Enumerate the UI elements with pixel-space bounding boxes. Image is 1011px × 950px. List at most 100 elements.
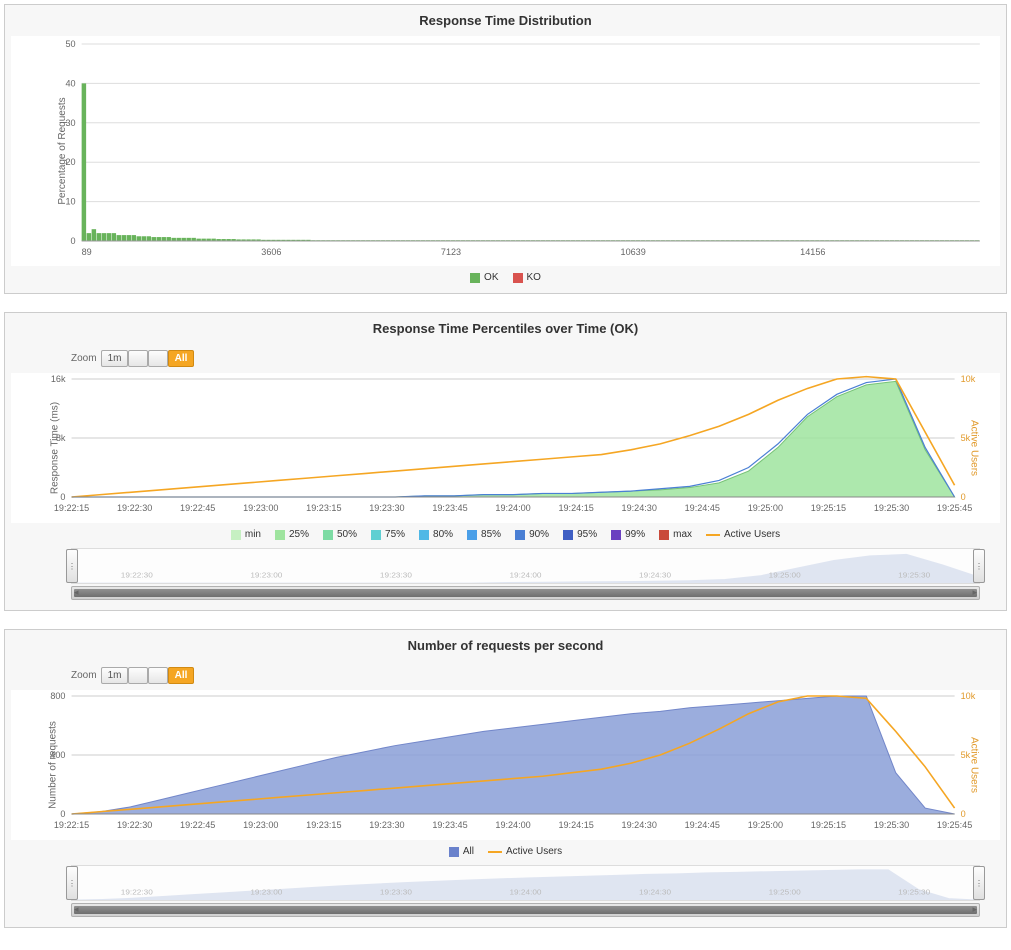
- zoom-button[interactable]: [128, 350, 148, 367]
- svg-text:19:23:30: 19:23:30: [380, 888, 413, 897]
- svg-text:19:25:00: 19:25:00: [769, 888, 802, 897]
- zoom-button[interactable]: All: [168, 350, 195, 367]
- chart3-svg: 040080005k10k19:22:1519:22:3019:22:4519:…: [11, 690, 1000, 840]
- chart2-zoom-buttons: 1m All: [101, 350, 195, 367]
- zoom-button[interactable]: [128, 667, 148, 684]
- chart3-legend: All Active Users: [11, 846, 1000, 857]
- legend-item[interactable]: 25%: [275, 529, 309, 540]
- svg-text:19:25:30: 19:25:30: [874, 820, 909, 830]
- svg-text:0: 0: [961, 492, 966, 502]
- svg-text:19:25:00: 19:25:00: [748, 503, 783, 513]
- scroll-left-icon[interactable]: ◂: [74, 904, 79, 915]
- zoom-button[interactable]: 1m: [101, 350, 129, 367]
- legend-item[interactable]: All: [449, 846, 474, 857]
- svg-text:19:23:00: 19:23:00: [250, 888, 283, 897]
- chart3-y2label: Active Users: [968, 737, 979, 793]
- chart1-ylabel: Percentage of Requests: [57, 97, 68, 204]
- legend-item[interactable]: OK: [470, 272, 498, 283]
- svg-text:0: 0: [961, 809, 966, 819]
- svg-text:0: 0: [60, 809, 65, 819]
- svg-text:19:22:45: 19:22:45: [180, 820, 215, 830]
- legend-item[interactable]: Active Users: [706, 529, 780, 540]
- nav-handle-right-icon[interactable]: ⋮: [973, 549, 985, 583]
- zoom-button[interactable]: All: [168, 667, 195, 684]
- svg-text:0: 0: [71, 236, 76, 246]
- svg-text:19:22:30: 19:22:30: [117, 503, 152, 513]
- nav-handle-left-icon[interactable]: ⋮: [66, 549, 78, 583]
- svg-text:19:25:15: 19:25:15: [811, 820, 846, 830]
- chart3-nav-chart[interactable]: 19:22:3019:23:0019:23:3019:24:0019:24:30…: [71, 865, 980, 901]
- legend-item[interactable]: 99%: [611, 529, 645, 540]
- chart2-ylabel: Response Time (ms): [50, 402, 61, 494]
- chart2-navigator[interactable]: 19:22:3019:23:0019:23:3019:24:0019:24:30…: [71, 548, 980, 600]
- scrollbar-thumb[interactable]: [74, 906, 977, 914]
- chart2-plot: Response Time (ms) Active Users 08k16k05…: [11, 373, 1000, 523]
- svg-text:10k: 10k: [961, 374, 976, 384]
- chart2-y2label: Active Users: [968, 420, 979, 476]
- chart3-ylabel: Number of requests: [47, 721, 58, 809]
- zoom-button[interactable]: 1m: [101, 667, 129, 684]
- svg-text:19:23:30: 19:23:30: [369, 820, 404, 830]
- chart1-title: Response Time Distribution: [11, 9, 1000, 36]
- svg-text:7123: 7123: [441, 247, 461, 257]
- svg-text:50: 50: [65, 39, 75, 49]
- scroll-left-icon[interactable]: ◂: [74, 587, 79, 598]
- zoom-button[interactable]: [148, 667, 168, 684]
- panel-response-time-dist: Response Time Distribution Percentage of…: [4, 4, 1007, 294]
- svg-text:19:24:45: 19:24:45: [685, 503, 720, 513]
- svg-text:3606: 3606: [261, 247, 281, 257]
- svg-text:19:23:00: 19:23:00: [250, 571, 283, 580]
- svg-text:16k: 16k: [51, 374, 66, 384]
- svg-text:19:25:30: 19:25:30: [898, 571, 931, 580]
- svg-text:19:25:45: 19:25:45: [937, 503, 972, 513]
- legend-item[interactable]: KO: [513, 272, 541, 283]
- chart3-zoom-buttons: 1m All: [101, 667, 195, 684]
- svg-text:19:23:30: 19:23:30: [380, 571, 413, 580]
- legend-item[interactable]: 80%: [419, 529, 453, 540]
- legend-item[interactable]: 90%: [515, 529, 549, 540]
- svg-text:19:22:15: 19:22:15: [54, 820, 89, 830]
- legend-item[interactable]: 75%: [371, 529, 405, 540]
- chart1-legend: OK KO: [11, 272, 1000, 283]
- scroll-right-icon[interactable]: ▸: [972, 587, 977, 598]
- chart3-scrollbar[interactable]: ◂ ▸: [71, 903, 980, 917]
- svg-text:10639: 10639: [621, 247, 646, 257]
- nav-handle-left-icon[interactable]: ⋮: [66, 866, 78, 900]
- legend-item[interactable]: min: [231, 529, 261, 540]
- chart2-scrollbar[interactable]: ◂ ▸: [71, 586, 980, 600]
- chart3-navigator[interactable]: 19:22:3019:23:0019:23:3019:24:0019:24:30…: [71, 865, 980, 917]
- svg-text:19:25:30: 19:25:30: [874, 503, 909, 513]
- chart2-nav-chart[interactable]: 19:22:3019:23:0019:23:3019:24:0019:24:30…: [71, 548, 980, 584]
- nav-handle-right-icon[interactable]: ⋮: [973, 866, 985, 900]
- svg-text:19:24:15: 19:24:15: [558, 503, 593, 513]
- chart1-plot: Percentage of Requests 01020304050893606…: [11, 36, 1000, 266]
- scrollbar-thumb[interactable]: [74, 589, 977, 597]
- chart3-title: Number of requests per second: [11, 634, 1000, 661]
- svg-text:19:24:00: 19:24:00: [509, 571, 542, 580]
- svg-text:40: 40: [65, 78, 75, 88]
- zoom-label: Zoom: [71, 670, 97, 681]
- svg-text:19:24:00: 19:24:00: [495, 503, 530, 513]
- svg-text:19:24:45: 19:24:45: [685, 820, 720, 830]
- svg-text:14156: 14156: [800, 247, 825, 257]
- svg-text:19:22:45: 19:22:45: [180, 503, 215, 513]
- legend-item[interactable]: 85%: [467, 529, 501, 540]
- svg-text:19:22:30: 19:22:30: [121, 888, 154, 897]
- svg-text:19:24:00: 19:24:00: [509, 888, 542, 897]
- svg-text:19:23:15: 19:23:15: [306, 820, 341, 830]
- legend-item[interactable]: Active Users: [488, 846, 562, 857]
- svg-text:19:25:15: 19:25:15: [811, 503, 846, 513]
- svg-text:19:23:00: 19:23:00: [243, 503, 278, 513]
- svg-text:19:22:15: 19:22:15: [54, 503, 89, 513]
- legend-item[interactable]: 95%: [563, 529, 597, 540]
- svg-text:19:24:30: 19:24:30: [622, 820, 657, 830]
- svg-text:19:23:15: 19:23:15: [306, 503, 341, 513]
- svg-text:19:25:00: 19:25:00: [769, 571, 802, 580]
- legend-item[interactable]: max: [659, 529, 692, 540]
- svg-text:19:24:30: 19:24:30: [622, 503, 657, 513]
- zoom-button[interactable]: [148, 350, 168, 367]
- scroll-right-icon[interactable]: ▸: [972, 904, 977, 915]
- chart2-title: Response Time Percentiles over Time (OK): [11, 317, 1000, 344]
- svg-text:19:22:30: 19:22:30: [117, 820, 152, 830]
- legend-item[interactable]: 50%: [323, 529, 357, 540]
